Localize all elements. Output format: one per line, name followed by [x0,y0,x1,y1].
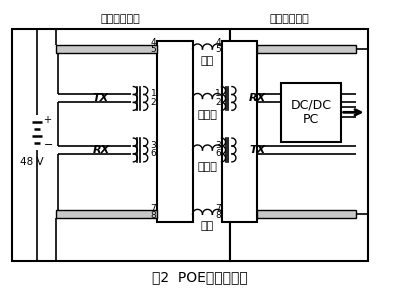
Text: 8: 8 [151,211,156,220]
Text: 4: 4 [151,39,156,48]
Text: 8: 8 [215,211,221,220]
Text: 空脚: 空脚 [201,56,214,66]
Text: 3: 3 [151,140,156,150]
Bar [281,83,341,142]
Text: −: − [44,140,53,150]
Text: +: + [44,115,52,125]
Bar [56,210,158,218]
Text: 5: 5 [151,46,156,55]
Text: 5: 5 [215,46,221,55]
Bar [158,41,193,222]
Bar [12,29,230,261]
Text: RX: RX [249,93,266,104]
Text: 3: 3 [215,140,221,150]
Bar [230,29,368,261]
Bar [222,41,258,222]
Text: 图2  POE供电原理图: 图2 POE供电原理图 [152,270,248,284]
Text: 4: 4 [215,39,221,48]
Bar [258,45,356,53]
Bar [56,45,158,53]
Text: DC/DC
PC: DC/DC PC [290,98,332,126]
Text: 6: 6 [215,149,221,158]
Text: 电源应用设备: 电源应用设备 [269,14,309,24]
Text: 48 V: 48 V [20,157,44,167]
Text: 信号脚: 信号脚 [198,162,217,172]
Text: 6: 6 [151,149,156,158]
Text: 1: 1 [215,89,221,98]
Text: 2: 2 [151,98,156,107]
Bar [258,210,356,218]
Text: 空脚: 空脚 [201,221,214,231]
Text: 2: 2 [215,98,221,107]
Text: 7: 7 [215,204,221,213]
Text: 信号脚: 信号脚 [198,110,217,120]
Text: TX: TX [93,93,109,104]
Text: 7: 7 [151,204,156,213]
Text: TX: TX [249,145,266,155]
Text: 1: 1 [151,89,156,98]
Text: 电源提供设备: 电源提供设备 [101,14,141,24]
Text: RX: RX [92,145,110,155]
